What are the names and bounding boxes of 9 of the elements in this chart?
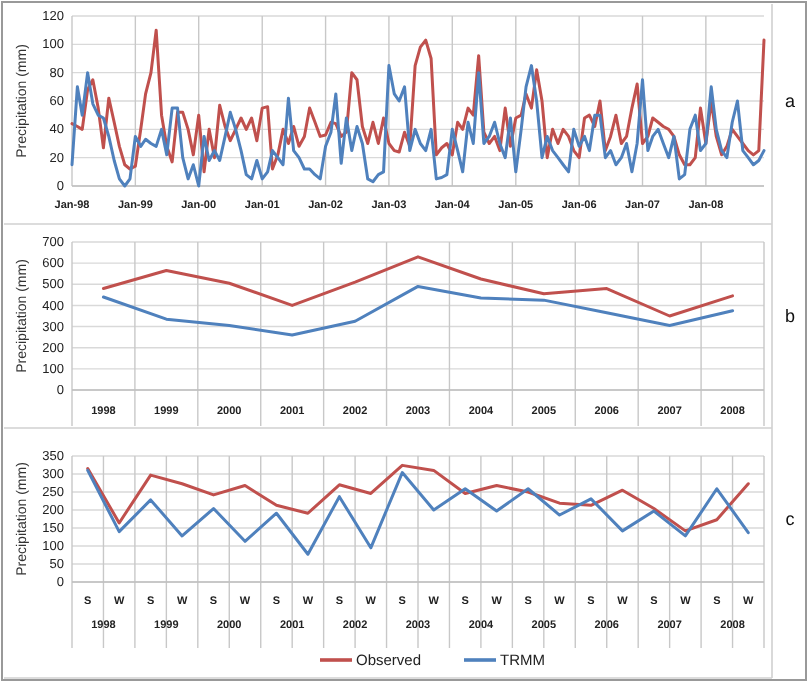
line-series xyxy=(70,28,766,174)
text: a xyxy=(784,90,796,111)
line-series xyxy=(86,468,750,556)
line-series xyxy=(101,284,735,337)
line-series xyxy=(101,255,735,318)
text: c xyxy=(785,508,796,529)
text: b xyxy=(784,305,796,326)
line-series xyxy=(70,64,766,188)
line-series xyxy=(86,463,750,533)
